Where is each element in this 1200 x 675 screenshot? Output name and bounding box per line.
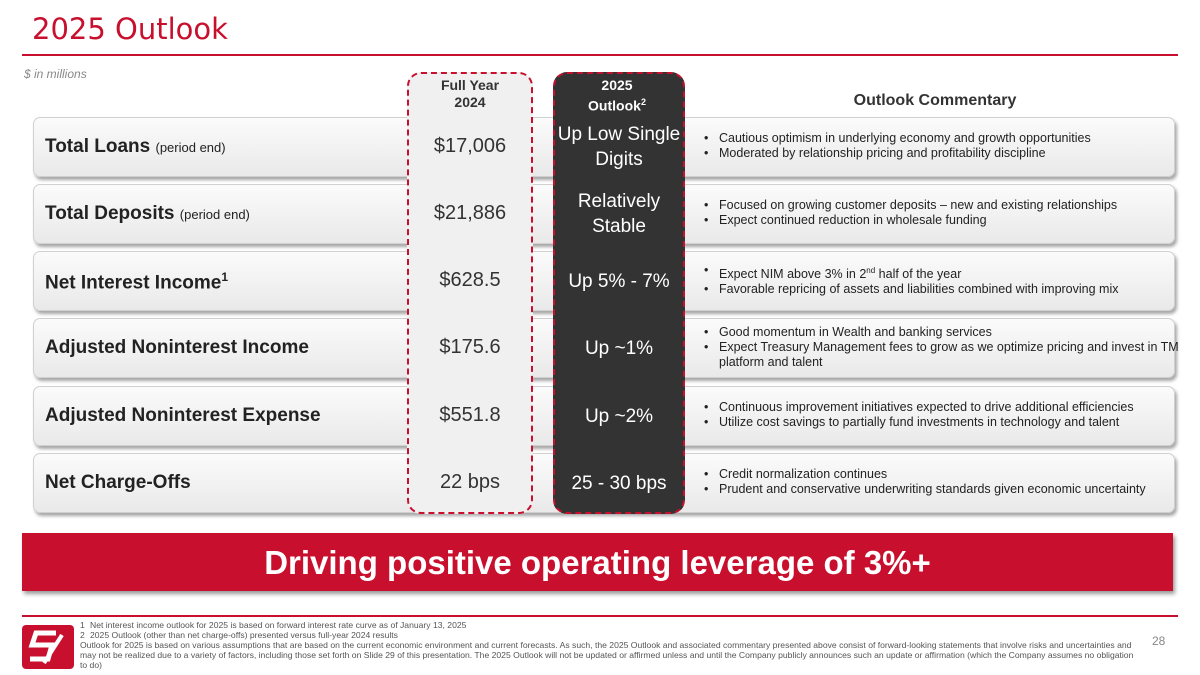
qualifier: (period end): [155, 140, 226, 155]
label-text: Net Charge-Offs: [45, 472, 191, 493]
logo-mark: [42, 633, 64, 665]
divider: [22, 54, 1178, 56]
outlook-value: 25 - 30 bps: [571, 472, 667, 494]
label-text: Adjusted Noninterest Expense: [45, 405, 321, 426]
footnote: Outlook for 2025 is based on various ass…: [80, 640, 1140, 670]
outlook-value: Up ~2%: [584, 405, 654, 427]
full-year-value: $551.8: [439, 404, 501, 426]
bullet: Cautious optimism in underlying economy …: [704, 131, 1184, 146]
outlook-value: Up Low Single Digits: [557, 124, 681, 170]
row-label: Net Interest Income1: [45, 270, 228, 294]
row-label: Adjusted Noninterest Expense: [45, 405, 321, 427]
column-header: Outlook Commentary: [853, 92, 1017, 109]
qualifier: (period end): [179, 207, 250, 222]
outlook-value: Relatively Stable: [577, 191, 661, 237]
row-label: Total Loans (period end): [45, 136, 226, 158]
unit-note: $ in millions: [24, 67, 87, 81]
bullet: Focused on growing customer deposits – n…: [704, 198, 1184, 213]
bullet: Expect NIM above 3% in 2nd half of the y…: [704, 263, 1184, 282]
footnote: 2 2025 Outlook (other than net charge-off…: [80, 630, 1140, 640]
page-number: 28: [1152, 634, 1166, 648]
footnote-text: Net interest income outlook for 2025 is …: [90, 620, 467, 630]
commentary: Expect NIM above 3% in 2nd half of the y…: [700, 263, 1184, 297]
bullet-text: Expect NIM above 3% in 2: [719, 267, 867, 282]
footnote-number: 1: [80, 620, 85, 630]
full-year-value: $628.5: [439, 269, 501, 291]
commentary: Good momentum in Wealth and banking serv…: [700, 325, 1184, 370]
footnote: 1 Net interest income outlook for 2025 is…: [80, 620, 1140, 630]
bullet-text: half of the year: [875, 267, 962, 282]
label-text: Total Loans: [45, 136, 151, 157]
commentary: Cautious optimism in underlying economy …: [700, 131, 1184, 161]
full-year-column: [407, 72, 533, 514]
full-year-value: $21,886: [433, 202, 507, 224]
bullet: Continuous improvement initiatives expec…: [704, 400, 1184, 415]
outlook-column: [553, 72, 685, 514]
bullet: Moderated by relationship pricing and pr…: [704, 146, 1184, 161]
outlook-value: Up 5% - 7%: [568, 270, 670, 292]
row-label: Adjusted Noninterest Income: [45, 337, 309, 359]
footnote-text: 2025 Outlook (other than net charge-offs…: [90, 630, 398, 640]
label-text: Net Interest Income: [45, 272, 222, 294]
logo: [22, 625, 74, 669]
full-year-value: 22 bps: [439, 471, 501, 493]
banner: Driving positive operating leverage of 3…: [22, 533, 1173, 591]
full-year-value: $17,006: [433, 135, 507, 157]
commentary: Focused on growing customer deposits – n…: [700, 198, 1184, 228]
row-label: Net Charge-Offs: [45, 472, 191, 494]
label-text: Adjusted Noninterest Income: [45, 337, 309, 358]
divider: [22, 615, 1178, 617]
commentary: Credit normalization continuesPrudent an…: [700, 467, 1184, 497]
bullet: Expect Treasury Management fees to grow …: [704, 340, 1184, 370]
footnotes: 1 Net interest income outlook for 2025 is…: [80, 620, 1140, 670]
superscript: nd: [866, 266, 876, 275]
bullet: Expect continued reduction in wholesale …: [704, 213, 1184, 228]
bullet: Favorable repricing of assets and liabil…: [704, 282, 1184, 297]
row-label: Total Deposits (period end): [45, 203, 250, 225]
column-header: Full Year 2024: [440, 77, 500, 110]
label-text: Total Deposits: [45, 203, 175, 224]
header-text: 2025 Outlook: [588, 77, 641, 114]
outlook-value: Up ~1%: [584, 337, 654, 359]
bullet: Credit normalization continues: [704, 467, 1184, 482]
footnote-number: 2: [80, 630, 85, 640]
commentary: Continuous improvement initiatives expec…: [700, 400, 1184, 430]
superscript: 2: [640, 97, 646, 107]
superscript: 1: [221, 270, 229, 284]
bullet: Utilize cost savings to partially fund i…: [704, 415, 1184, 430]
bullet: Good momentum in Wealth and banking serv…: [704, 325, 1184, 340]
bullet: Prudent and conservative underwriting st…: [704, 482, 1184, 497]
logo-mark: [28, 630, 56, 662]
full-year-value: $175.6: [439, 336, 501, 358]
title: 2025 Outlook: [32, 12, 228, 46]
column-header: 2025 Outlook2: [572, 77, 662, 115]
footnote-text: Outlook for 2025 is based on various ass…: [80, 640, 1134, 670]
